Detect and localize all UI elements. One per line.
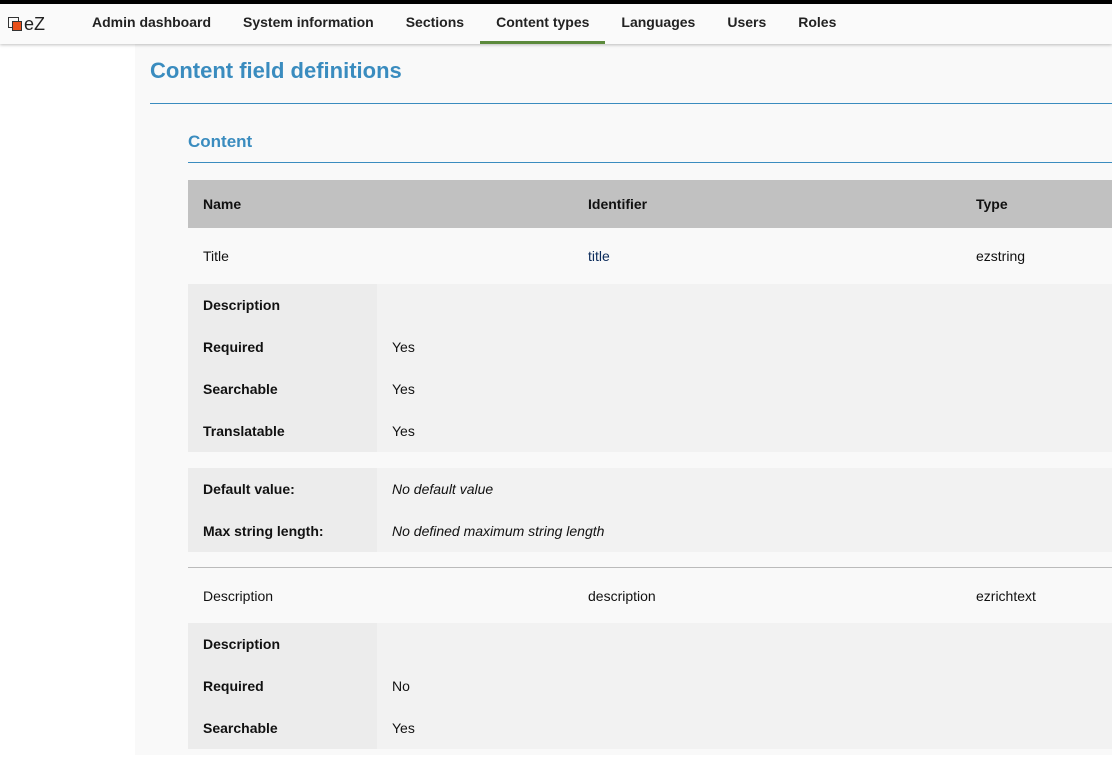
top-navigation: eZ Admin dashboard System information Se…: [0, 4, 1112, 44]
logo-text: eZ: [24, 13, 46, 34]
setting-value: No default value: [392, 481, 494, 497]
tab-roles[interactable]: Roles: [798, 14, 837, 30]
main-content: Content field definitions Content Name I…: [135, 44, 1112, 755]
logo-icon: [8, 17, 22, 31]
ez-logo[interactable]: eZ: [8, 14, 76, 35]
field-definitions-table: Name Identifier Type Title title ezstrin…: [188, 180, 1112, 765]
header-identifier: Identifier: [588, 196, 648, 212]
field-identifier: title: [588, 248, 610, 264]
attr-value: Yes: [392, 339, 415, 355]
tab-languages[interactable]: Languages: [621, 14, 696, 30]
tab-admin-dashboard[interactable]: Admin dashboard: [92, 14, 212, 30]
attr-value: [392, 623, 1097, 665]
attr-value: No: [392, 678, 410, 694]
attr-label: Translatable: [203, 423, 285, 439]
attr-label: Searchable: [203, 720, 278, 736]
tab-system-information[interactable]: System information: [243, 14, 374, 30]
attr-value: Yes: [392, 423, 415, 439]
attr-label: Searchable: [203, 381, 278, 397]
page-title: Content field definitions: [150, 58, 402, 83]
divider: [188, 162, 1112, 163]
field-name: Description: [203, 587, 274, 604]
attr-value: Yes: [392, 720, 415, 736]
header-name: Name: [203, 196, 242, 212]
field-type: ezrichtext: [976, 587, 1036, 604]
field-attributes: Description Required Searchable No Yes: [188, 623, 1112, 749]
tab-content-types[interactable]: Content types: [480, 4, 606, 44]
divider: [150, 103, 1112, 104]
attr-label: Description: [203, 636, 281, 652]
tab-users[interactable]: Users: [727, 14, 767, 30]
field-name: Title: [203, 248, 229, 264]
table-header: Name Identifier Type: [188, 180, 1112, 228]
group-title: Content: [188, 132, 253, 151]
attr-label: Required: [203, 678, 264, 694]
table-row: Title title ezstring: [188, 228, 1112, 284]
header-type: Type: [976, 196, 1008, 212]
field-identifier: description: [588, 587, 656, 604]
tab-sections[interactable]: Sections: [405, 14, 465, 30]
attr-label: Required: [203, 339, 264, 355]
setting-value: No defined maximum string length: [392, 523, 605, 539]
attr-label: Description: [203, 297, 281, 313]
field-settings: Default value: Max string length: No def…: [188, 468, 1112, 552]
field-attributes: Description Required Searchable Translat…: [188, 284, 1112, 452]
top-bar: [0, 0, 1112, 4]
table-row: Description description ezrichtext: [188, 567, 1112, 623]
attr-value: Yes: [392, 381, 415, 397]
setting-label: Max string length:: [203, 523, 324, 539]
setting-label: Default value:: [203, 481, 295, 497]
field-type: ezstring: [976, 248, 1026, 264]
attr-value: [392, 284, 1097, 326]
